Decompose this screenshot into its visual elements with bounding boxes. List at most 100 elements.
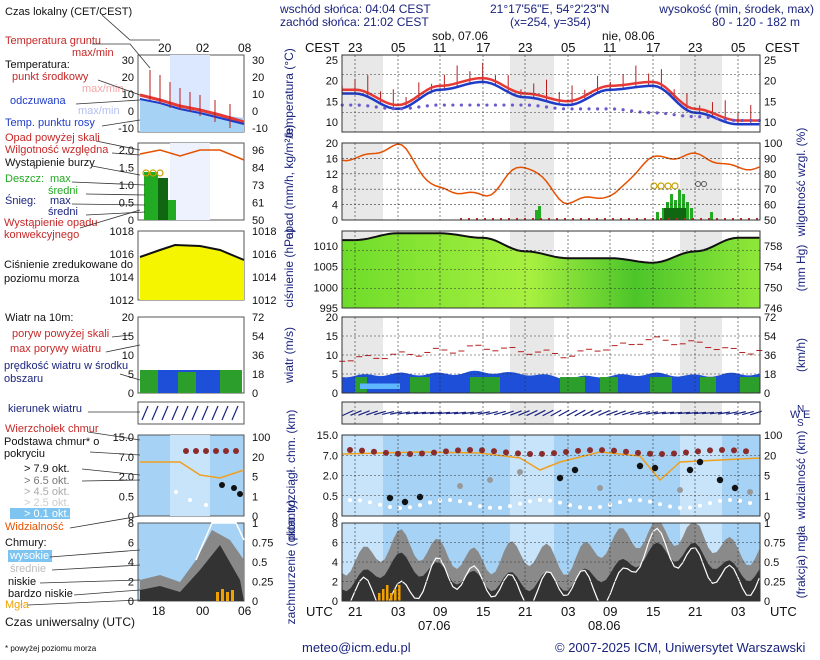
legend-y-tick-left: 20 [122,312,134,324]
cloud-base-dots [386,458,739,506]
precip-dot [548,218,550,220]
cloud-base-dot [677,487,683,493]
y-tick-left: 10 [326,350,338,362]
dew-point-dot [476,103,481,107]
dew-point-dot [451,103,455,107]
legend-y-tick-right: 1 [252,491,258,503]
legend-okt-01: > 0.1 okt. [24,508,70,520]
height-title: wysokość (min, środek, max) [659,2,814,16]
y-tick-left: 8 [332,184,338,196]
precip-dot [620,218,622,220]
legend-very-low: bardzo niskie [8,588,73,600]
legend-y-tick-right: 1012 [252,295,276,307]
fog-axis-label: (frakcja) mgła [794,525,808,598]
cloud-base-dot [718,498,722,503]
rain-bar [535,210,538,220]
dew-point-dot [510,103,515,107]
grid-lines [342,523,760,601]
legend-dew-point: Temp. punktu rosy [5,117,95,129]
cloud-top-dot [623,448,629,455]
legend-utc: Czas uniwersalny (UTC) [5,615,135,629]
cloud-base-dot [358,498,362,503]
legend-y-tick-right: 0.75 [252,538,273,550]
legend-y-tick-right: 84 [252,163,264,175]
grid-lines [342,55,760,132]
precip-dot [572,218,574,220]
dew-point-dot [715,116,719,121]
wind-arrow [374,410,386,416]
wind-arrow [534,409,546,417]
wind-block [410,377,430,393]
coords-text: 21°17'56"E, 54°2'23"N [490,2,610,16]
legend-y-tick-left: 7.0 [119,452,134,464]
footer-email[interactable]: meteo@icm.edu.pl [302,640,411,655]
precip-dot [628,218,630,220]
wind-arrow [606,410,618,416]
y-tick-left: 15 [326,96,338,108]
wind-block [740,377,760,393]
legend-y-tick-left: 0 [128,388,134,400]
y-tick-left: 995 [320,303,338,315]
cloud-top-dot [383,449,389,456]
cloud-cover-axis-label: zachmurzenie (oktanty) [284,500,298,625]
cloud-base-dot [428,500,432,505]
y-tick-right: 750 [764,282,782,294]
y-tick-right: 10 [764,117,776,129]
cloud-base-dot [508,504,512,509]
utc-tick: 03 [561,604,575,619]
legend-y-tick-right: 0 [252,106,258,118]
precip-dot [692,218,694,220]
legend-clouds: Chmury: [5,537,47,549]
legend-pressure: Ciśnienie zredukowane do poziomu morza [4,259,134,285]
cloud-base-dot [618,500,622,505]
dew-point-dot [604,107,608,111]
footer-copyright: © 2007-2025 ICM, Uniwersytet Warszawski [555,640,806,655]
cloud-base-dot [368,500,372,505]
rain-mean-bar [664,208,686,220]
legend-max-min: max/min [82,83,124,95]
y-tick-left: 0 [332,388,338,400]
legend-y-tick-right: 20 [252,452,264,464]
cloud-top-dot [563,448,569,455]
dew-point-dot [527,103,532,107]
legend-rain-max: max [50,173,71,185]
cloud-base-dot [668,504,672,509]
cloud-base-dot [636,462,644,470]
legend-y-tick-right: 73 [252,180,264,192]
dew-point-dot [391,107,395,111]
rain-bar [678,190,681,220]
legend-y-tick-left: 2.0 [119,472,134,484]
grid-text: (x=254, y=354) [510,15,591,29]
cloud-base-grey-dots [457,469,753,495]
wind-arrow [558,409,570,417]
gust-dashes [339,336,763,362]
y-tick-right: 80 [764,169,776,181]
cloud-top-dot [659,450,665,457]
grid-lines [342,231,760,308]
y-tick-right: 1 [764,518,770,530]
wind-arrow [429,411,443,415]
wind-arrow [478,411,490,415]
rain-bar [538,206,541,220]
y-tick-right: 5 [764,471,770,483]
precip-dot [604,218,606,220]
utc-label-right: UTC [770,604,797,619]
cloud-base-dot [386,494,394,502]
legend-y-tick-left: 2.0 [119,145,134,157]
cloud-base-dot [418,503,422,508]
rain-bar [670,194,673,220]
compass-e: E [803,409,810,421]
legend-y-tick-left: 6 [128,538,134,550]
wind-arrow [358,410,370,416]
legend-y-tick-right: 30 [252,55,264,67]
legend-storm: Wystąpienie burzy [5,157,95,169]
legend-y-tick-right: -10 [252,123,268,135]
cloud-top-dot [527,450,533,457]
wind-arrow [405,411,419,415]
utc-tick: 21 [348,604,362,619]
day2-label: nie, 08.06 [602,29,655,43]
cest-tick: 23 [348,40,362,55]
dew-point-dot [442,103,446,107]
pressure-line [342,232,760,264]
y-tick-left: 0 [332,215,338,227]
